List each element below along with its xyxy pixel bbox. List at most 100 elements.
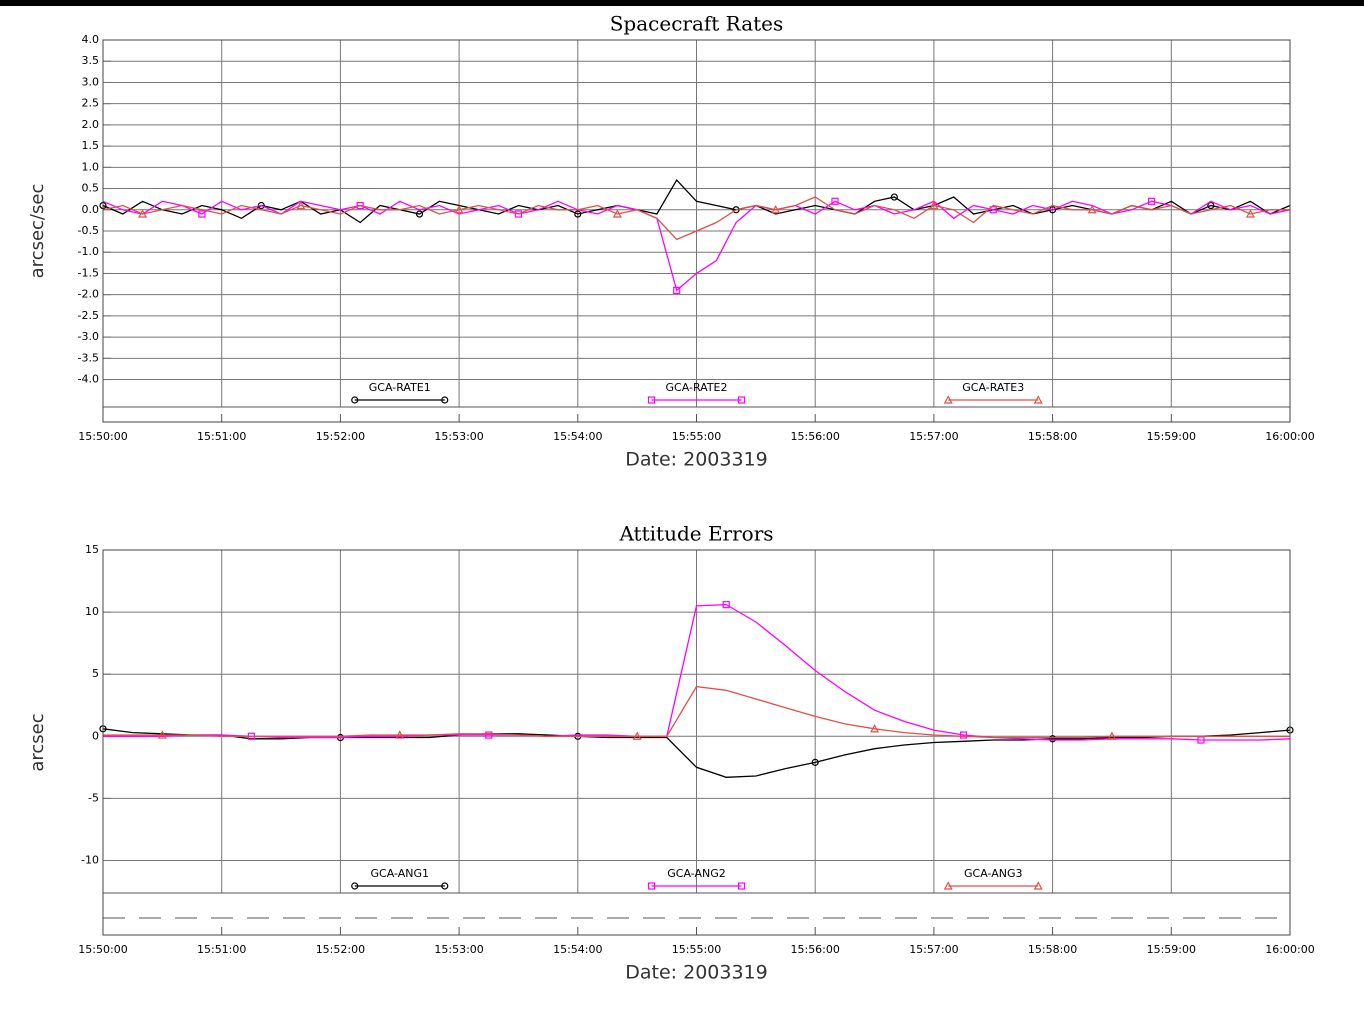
x-tick-label: 15:56:00 bbox=[790, 430, 839, 443]
x-tick-label: 16:00:00 bbox=[1265, 943, 1314, 956]
x-tick-label: 15:51:00 bbox=[197, 943, 246, 956]
legend-label: GCA-RATE3 bbox=[962, 381, 1024, 394]
chart-title: Attitude Errors bbox=[618, 522, 773, 546]
data-point bbox=[1207, 201, 1215, 210]
data-point bbox=[811, 758, 819, 766]
data-point bbox=[771, 205, 781, 214]
y-axis-label: arcsec bbox=[27, 713, 48, 771]
legend-marker bbox=[647, 396, 656, 404]
data-point bbox=[485, 731, 493, 739]
legend-label: GCA-RATE2 bbox=[666, 381, 728, 394]
legend-marker bbox=[1033, 395, 1043, 404]
data-point bbox=[1245, 209, 1255, 218]
series-line bbox=[103, 603, 1290, 741]
data-point bbox=[870, 724, 880, 733]
legend-marker bbox=[1033, 881, 1043, 890]
data-point bbox=[1087, 205, 1097, 214]
y-tick-label: 0.5 bbox=[82, 182, 100, 195]
y-tick-label: 2.0 bbox=[82, 118, 100, 131]
x-tick-label: 15:59:00 bbox=[1147, 430, 1196, 443]
chart-title: Spacecraft Rates bbox=[610, 12, 784, 36]
y-tick-label: -3.5 bbox=[78, 351, 99, 364]
x-tick-label: 15:56:00 bbox=[790, 943, 839, 956]
legend-marker bbox=[441, 882, 449, 890]
x-tick-label: 15:55:00 bbox=[672, 943, 721, 956]
legend-label: GCA-ANG3 bbox=[964, 867, 1023, 880]
x-axis-label: Date: 2003319 bbox=[625, 962, 767, 984]
y-tick-label: -1.5 bbox=[78, 266, 99, 279]
x-tick-label: 15:55:00 bbox=[672, 430, 721, 443]
data-point bbox=[574, 210, 582, 218]
legend-marker bbox=[647, 882, 656, 890]
y-tick-label: -2.0 bbox=[78, 288, 99, 301]
x-tick-label: 15:54:00 bbox=[553, 430, 602, 443]
series-line bbox=[103, 685, 1290, 739]
y-tick-label: -3.0 bbox=[78, 330, 99, 343]
y-tick-label: 1.0 bbox=[82, 160, 100, 173]
x-tick-label: 15:52:00 bbox=[316, 430, 365, 443]
x-tick-label: 15:53:00 bbox=[434, 430, 483, 443]
y-tick-label: 0 bbox=[92, 729, 99, 742]
y-tick-label: 0.0 bbox=[82, 203, 100, 216]
x-axis-label: Date: 2003319 bbox=[625, 449, 767, 471]
legend-label: GCA-RATE1 bbox=[369, 381, 431, 394]
data-point bbox=[1197, 736, 1205, 744]
y-tick-label: 3.5 bbox=[82, 54, 100, 67]
x-tick-label: 15:53:00 bbox=[434, 943, 483, 956]
top-bar bbox=[0, 0, 1364, 6]
data-point bbox=[395, 730, 405, 739]
x-tick-label: 16:00:00 bbox=[1265, 430, 1314, 443]
legend-label: GCA-ANG1 bbox=[371, 867, 430, 880]
y-tick-label: 1.5 bbox=[82, 139, 100, 152]
x-tick-label: 15:57:00 bbox=[909, 430, 958, 443]
x-tick-label: 15:58:00 bbox=[1028, 943, 1077, 956]
legend-label: GCA-ANG2 bbox=[667, 867, 726, 880]
x-tick-label: 15:57:00 bbox=[909, 943, 958, 956]
data-point bbox=[198, 210, 206, 218]
plot-frame bbox=[102, 39, 1291, 423]
legend-marker bbox=[351, 396, 359, 404]
series-line bbox=[103, 196, 1290, 241]
data-point bbox=[929, 200, 939, 210]
data-point bbox=[1048, 735, 1057, 743]
data-point bbox=[959, 731, 968, 739]
data-point bbox=[415, 210, 424, 218]
legend-marker bbox=[943, 881, 953, 890]
data-point bbox=[989, 206, 997, 214]
x-tick-label: 15:52:00 bbox=[316, 943, 365, 956]
legend-marker bbox=[943, 395, 953, 404]
y-axis-label: arcsec/sec bbox=[27, 184, 48, 279]
data-point bbox=[632, 731, 642, 740]
data-point bbox=[673, 286, 681, 295]
data-point bbox=[157, 730, 167, 739]
data-point bbox=[454, 205, 464, 214]
x-tick-label: 15:51:00 bbox=[197, 430, 246, 443]
legend-marker bbox=[737, 882, 746, 890]
legend-marker bbox=[737, 396, 746, 404]
data-point bbox=[831, 197, 839, 205]
data-point bbox=[514, 210, 523, 218]
data-point bbox=[296, 200, 306, 210]
y-tick-label: -5 bbox=[88, 791, 99, 804]
y-tick-label: 5 bbox=[92, 667, 99, 680]
data-point bbox=[1147, 197, 1156, 205]
data-point bbox=[612, 209, 622, 218]
y-tick-label: -4.0 bbox=[78, 373, 99, 386]
x-tick-label: 15:58:00 bbox=[1028, 430, 1077, 443]
y-tick-label: -2.5 bbox=[78, 309, 99, 322]
plot-frame bbox=[102, 549, 1291, 936]
y-tick-label: 3.0 bbox=[82, 75, 100, 88]
y-tick-label: -1.0 bbox=[78, 245, 99, 258]
x-tick-label: 15:50:00 bbox=[78, 943, 127, 956]
x-tick-label: 15:50:00 bbox=[78, 430, 127, 443]
y-tick-label: -10 bbox=[81, 853, 99, 866]
y-tick-label: 10 bbox=[85, 605, 99, 618]
y-tick-label: 2.5 bbox=[82, 97, 100, 110]
data-point bbox=[138, 209, 148, 218]
data-point bbox=[722, 601, 730, 609]
x-tick-label: 15:54:00 bbox=[553, 943, 602, 956]
data-point bbox=[1107, 731, 1117, 740]
legend-marker bbox=[351, 882, 359, 890]
